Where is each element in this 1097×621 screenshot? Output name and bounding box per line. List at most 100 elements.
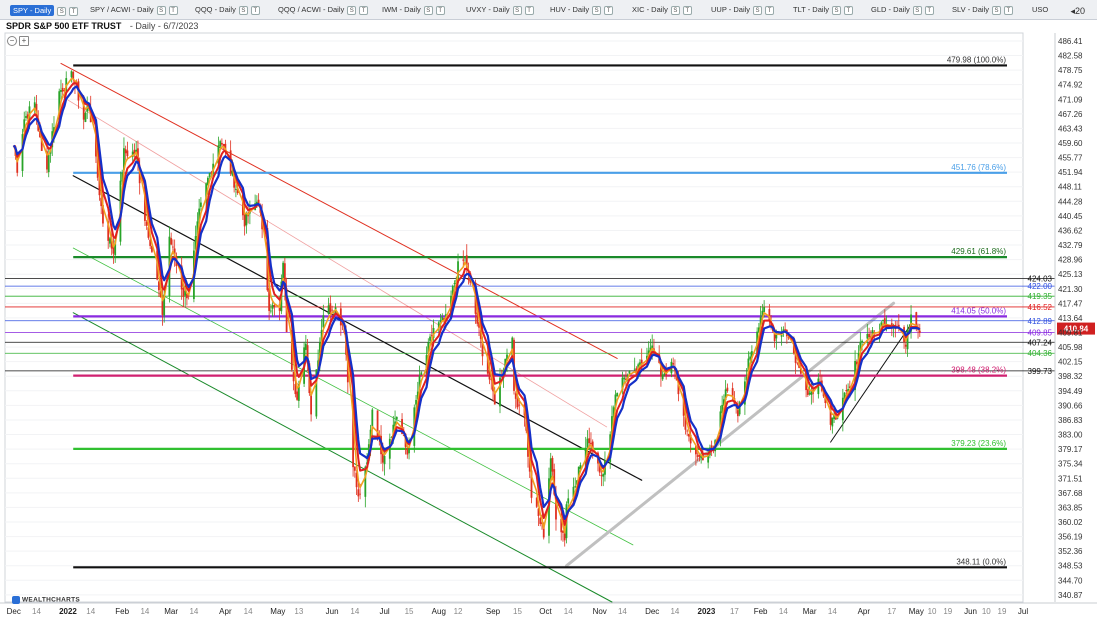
candle-body	[661, 374, 664, 380]
candle-body	[591, 441, 594, 452]
tab-s-button[interactable]: S	[512, 6, 522, 15]
tab-s-button[interactable]: S	[753, 6, 763, 15]
candle-body	[149, 239, 152, 246]
tab-8[interactable]: UUP - Daily S T	[711, 5, 775, 19]
candle-body	[273, 304, 276, 307]
candle-body	[488, 371, 491, 380]
tab-s-button[interactable]: S	[831, 6, 841, 15]
candle-body	[172, 246, 174, 248]
y-tick-label: 428.96	[1058, 256, 1083, 265]
tab-t-button[interactable]: T	[168, 6, 178, 15]
candle-body	[721, 404, 724, 413]
candle-body	[381, 451, 384, 463]
tab-s-button[interactable]: S	[238, 6, 248, 15]
tab-6[interactable]: HUV - Daily S T	[550, 5, 614, 19]
tab-s-button[interactable]: S	[347, 6, 357, 15]
candle-body	[451, 285, 454, 296]
x-tick-label: May	[270, 607, 285, 616]
candle-body	[121, 172, 124, 182]
candle-body	[831, 417, 834, 427]
tab-label: SLV - Daily	[952, 5, 989, 14]
tab-s-button[interactable]: S	[592, 6, 602, 15]
candle-body	[684, 416, 687, 430]
y-tick-label: 409.81	[1058, 328, 1083, 337]
candle-body	[763, 306, 766, 312]
price-level-label: 412.89	[1028, 317, 1053, 326]
tab-t-button[interactable]: T	[524, 6, 534, 15]
candle-body	[123, 148, 125, 171]
expand-icon: ◂	[1070, 6, 1075, 16]
x-tick-label: 14	[140, 607, 149, 616]
tab-s-button[interactable]: S	[670, 6, 680, 15]
collapse-icon[interactable]: −	[7, 36, 17, 46]
tab-2[interactable]: QQQ - Daily S T	[195, 5, 260, 19]
candle-body	[61, 87, 64, 92]
tab-t-button[interactable]: T	[924, 6, 934, 15]
candle-body	[906, 330, 909, 350]
tab-s-button[interactable]: S	[912, 6, 922, 15]
candle-body	[357, 489, 360, 497]
tab-t-button[interactable]: T	[682, 6, 692, 15]
candle-body	[773, 329, 776, 342]
candle-body	[710, 445, 713, 448]
trendline	[830, 323, 912, 443]
candle-body	[198, 208, 201, 224]
candle-body	[490, 379, 493, 381]
tab-7[interactable]: XIC - Daily S T	[632, 5, 692, 19]
candle-body	[542, 523, 545, 538]
tab-t-button[interactable]: T	[604, 6, 614, 15]
tab-10[interactable]: GLD - Daily S T	[871, 5, 934, 19]
add-icon[interactable]: +	[19, 36, 29, 46]
tab-0[interactable]: SPY - Daily S T	[10, 5, 79, 19]
tab-t-button[interactable]: T	[435, 6, 445, 15]
tab-s-button[interactable]: S	[991, 6, 1001, 15]
tab-1[interactable]: SPY / ACWI - Daily S T	[90, 5, 178, 19]
tab-s-button[interactable]: S	[423, 6, 433, 15]
candle-body	[84, 112, 87, 122]
candle-body	[420, 372, 423, 375]
candle-body	[672, 363, 675, 365]
tab-t-button[interactable]: T	[69, 7, 79, 16]
candle-body	[170, 238, 173, 245]
tab-3[interactable]: QQQ / ACWI - Daily S T	[278, 5, 369, 19]
x-axis[interactable]: Dec 14 2022 14 Feb 14 Mar 14 Apr 14 May 13 Jun 14 Jul 1…	[0, 602, 1097, 616]
candle-body	[430, 335, 433, 337]
price-level-label: 404.36	[1028, 349, 1053, 358]
candle-body	[159, 291, 162, 297]
candle-body	[848, 386, 851, 389]
tab-t-button[interactable]: T	[843, 6, 853, 15]
y-tick-label: 386.83	[1058, 416, 1083, 425]
candle-body	[145, 221, 148, 226]
candle-body	[355, 472, 358, 488]
tab-s-button[interactable]: S	[57, 7, 67, 16]
tab-t-button[interactable]: T	[765, 6, 775, 15]
tab-t-button[interactable]: T	[250, 6, 260, 15]
tab-t-button[interactable]: T	[359, 6, 369, 15]
tab-s-button[interactable]: S	[156, 6, 166, 15]
candle-body	[271, 305, 274, 309]
candle-body	[883, 318, 886, 327]
candle-body	[224, 143, 227, 152]
candle-body	[109, 238, 111, 244]
tab-11[interactable]: SLV - Daily S T	[952, 5, 1013, 19]
tab-5[interactable]: UVXY - Daily S T	[466, 5, 534, 19]
candle-body	[194, 236, 197, 250]
y-axis[interactable]: 486.41 482.58 478.75 474.92 471.09 467.26 463.…	[1054, 33, 1083, 602]
candle-body	[462, 259, 465, 261]
more-tabs-indicator[interactable]: ◂20	[1070, 6, 1085, 17]
tab-12[interactable]: USO	[1032, 5, 1048, 19]
tab-4[interactable]: IWM - Daily S T	[382, 5, 445, 19]
y-tick-label: 486.41	[1058, 37, 1083, 46]
y-tick-label: 440.45	[1058, 212, 1083, 221]
candle-body	[432, 327, 435, 338]
candle-body	[493, 392, 496, 405]
candle-body	[861, 340, 863, 343]
candle-body	[486, 357, 489, 374]
candle-body	[310, 393, 312, 415]
tab-t-button[interactable]: T	[1003, 6, 1013, 15]
candle-body	[107, 221, 110, 241]
tab-9[interactable]: TLT - Daily S T	[793, 5, 853, 19]
x-tick-label: 12	[454, 607, 463, 616]
